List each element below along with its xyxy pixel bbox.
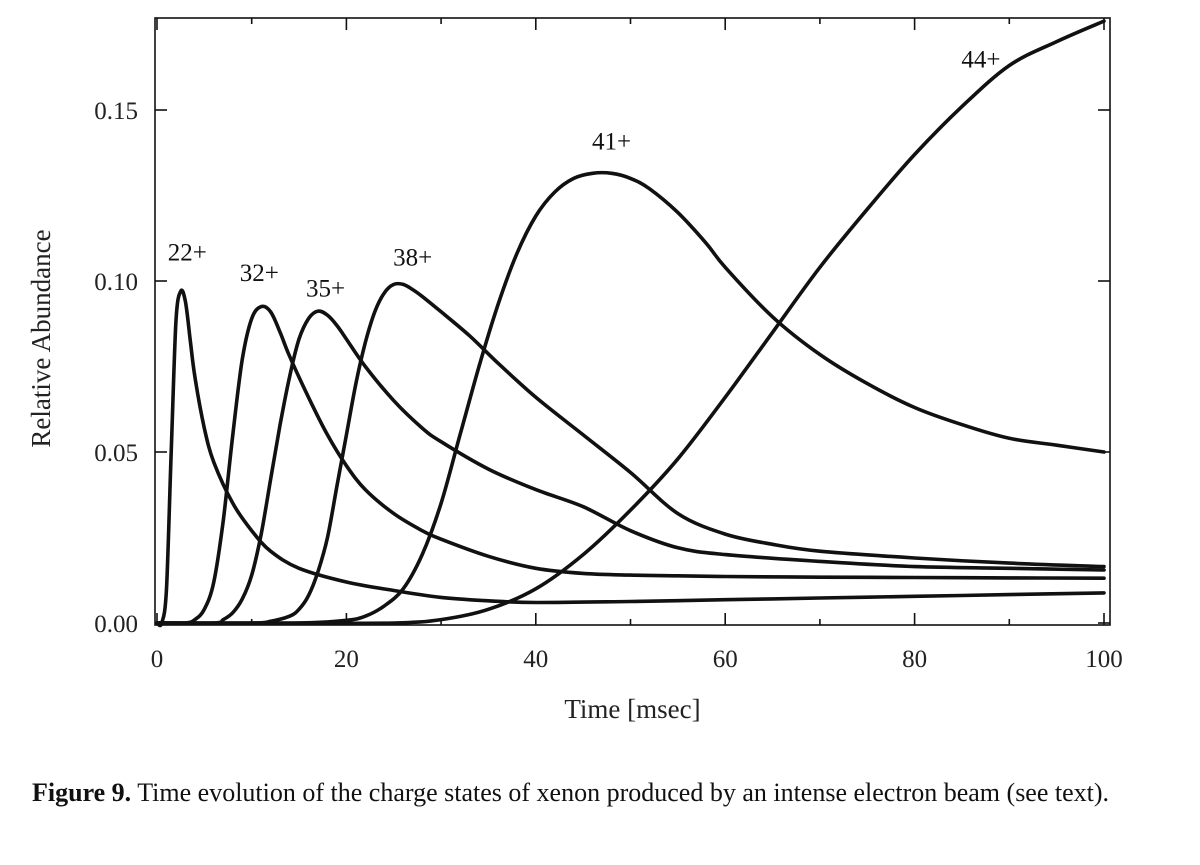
caption-text: Time evolution of the charge states of x… bbox=[131, 778, 1110, 807]
x-tick-label: 20 bbox=[334, 646, 359, 673]
series-label-41-plus: 41+ bbox=[592, 128, 631, 155]
series-line-22-plus bbox=[155, 288, 1106, 628]
y-tick-label: 0.15 bbox=[94, 98, 138, 125]
data-series bbox=[155, 19, 1106, 628]
series-line-38-plus bbox=[155, 281, 1106, 625]
x-tick-label: 60 bbox=[713, 646, 738, 673]
plot-frame bbox=[154, 17, 1111, 626]
x-tick-label: 100 bbox=[1085, 646, 1123, 673]
chart: 0 20 40 60 80 100 0.00 0.05 0.10 0.15 22+ 32+ 35+ 38… bbox=[26, 17, 1123, 724]
figure-number: Figure 9. bbox=[32, 778, 132, 807]
series-line-44-plus bbox=[155, 19, 1106, 626]
x-tick-label: 0 bbox=[151, 646, 164, 673]
series-line-35-plus bbox=[155, 309, 1106, 626]
series-label-32-plus: 32+ bbox=[240, 260, 279, 287]
x-tick-label: 80 bbox=[902, 646, 927, 673]
series-line-32-plus bbox=[155, 304, 1106, 626]
series-label-35-plus: 35+ bbox=[306, 275, 345, 302]
y-tick-label: 0.10 bbox=[94, 269, 138, 296]
series-label-22-plus: 22+ bbox=[168, 239, 207, 266]
y-axis-label: Relative Abundance bbox=[26, 229, 56, 447]
figure-caption: Figure 9. Time evolution of the charge s… bbox=[32, 776, 1192, 810]
series-label-44-plus: 44+ bbox=[961, 46, 1000, 73]
axis-ticks bbox=[155, 18, 1110, 625]
x-axis-label: Time [msec] bbox=[564, 694, 700, 724]
y-tick-label: 0.00 bbox=[94, 611, 138, 638]
y-tick-label: 0.05 bbox=[94, 440, 138, 467]
x-tick-label: 40 bbox=[523, 646, 548, 673]
tick-labels: 0 20 40 60 80 100 0.00 0.05 0.10 0.15 bbox=[94, 98, 1123, 673]
series-line-41-plus bbox=[155, 170, 1106, 626]
series-label-38-plus: 38+ bbox=[393, 245, 432, 272]
series-labels: 22+ 32+ 35+ 38+ 41+ 44+ bbox=[168, 46, 1001, 302]
plot-area-border bbox=[154, 17, 1111, 626]
